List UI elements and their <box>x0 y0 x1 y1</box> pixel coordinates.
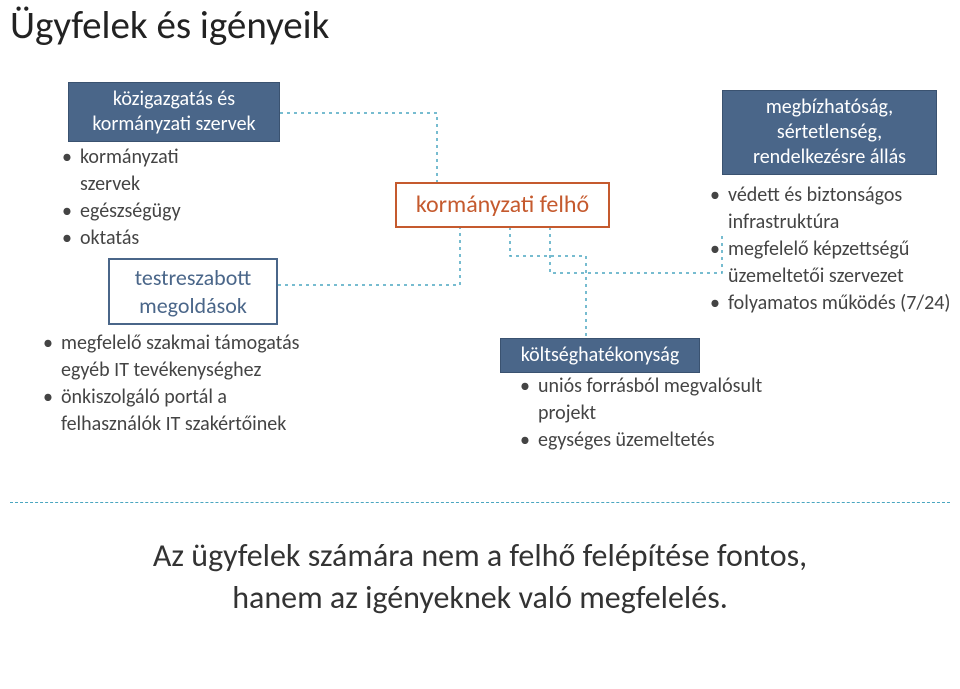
list-reliability-item: védett és biztonságos infrastruktúra <box>710 182 955 236</box>
box-trust-l1: megbízhatóság, <box>766 95 893 119</box>
conclusion-text: Az ügyfelek számára nem a felhő felépíté… <box>10 535 950 618</box>
list-custom-solutions: megfelelő szakmai támogatás egyéb IT tev… <box>43 330 328 438</box>
list-government-item: oktatás <box>62 225 272 252</box>
list-government-item: egészségügy <box>62 198 272 225</box>
page-title: Ügyfelek és igényeik <box>10 2 329 49</box>
connector <box>280 113 437 182</box>
box-custom-solutions: testreszabott megoldások <box>108 258 278 325</box>
connector <box>510 220 586 338</box>
box-cloud: kormányzati felhő <box>395 182 610 228</box>
list-custom-solutions-item: önkiszolgáló portál a felhasználók IT sz… <box>43 384 328 438</box>
list-custom-solutions-item: megfelelő szakmai támogatás egyéb IT tev… <box>43 330 328 384</box>
box-government: közigazgatás és kormányzati szervek <box>68 82 280 142</box>
list-government-item: kormányzatiszervek <box>62 144 272 198</box>
list-reliability-item: megfelelő képzettségű üzemeltetői szerve… <box>710 236 955 290</box>
conclusion-l1: Az ügyfelek számára nem a felhő felépíté… <box>153 536 807 575</box>
box-trust-l3: rendelkezésre állás <box>753 145 906 169</box>
box-cloud-label: kormányzati felhő <box>416 190 589 219</box>
box-reliability: megbízhatóság, sértetlenség, rendelkezés… <box>722 90 937 175</box>
list-cost-efficiency: uniós forrásból megvalósult projektegysé… <box>520 373 800 454</box>
box-cost-label: költséghatékonyság <box>521 343 680 367</box>
connector <box>278 220 460 285</box>
box-government-l2: kormányzati szervek <box>92 112 255 136</box>
list-cost-efficiency-item: uniós forrásból megvalósult projekt <box>520 373 800 427</box>
box-custom-l2: megoldások <box>139 292 247 319</box>
section-divider <box>10 502 950 503</box>
list-government: kormányzatiszervekegészségügyoktatás <box>62 144 272 252</box>
box-government-l1: közigazgatás és <box>113 87 235 111</box>
list-reliability: védett és biztonságos infrastruktúramegf… <box>710 182 955 317</box>
box-trust-l2: sértetlenség, <box>777 120 882 144</box>
box-custom-l1: testreszabott <box>135 264 252 291</box>
list-reliability-item: folyamatos működés (7/24) <box>710 290 955 317</box>
list-cost-efficiency-item: egységes üzemeltetés <box>520 427 800 454</box>
conclusion-l2: hanem az igényeknek való megfelelés. <box>232 578 728 617</box>
box-cost-efficiency: költséghatékonyság <box>500 338 700 373</box>
